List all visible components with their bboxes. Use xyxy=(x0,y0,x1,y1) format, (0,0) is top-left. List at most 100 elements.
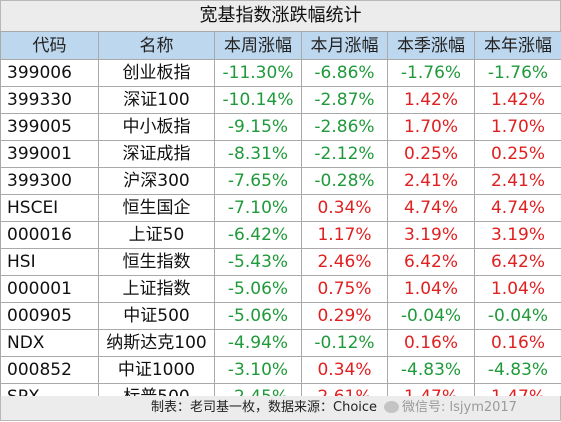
cell-week-change: -5.06% xyxy=(214,275,302,303)
cell-name: 恒生指数 xyxy=(98,248,215,276)
cell-name: 纳斯达克100 xyxy=(98,329,215,357)
cell-week-change: -5.06% xyxy=(214,302,302,330)
table-row: 399006 创业板指 -11.30% -6.86% -1.76% -1.76% xyxy=(0,59,561,87)
cell-month-change: 2.46% xyxy=(301,248,388,276)
cell-code: 000001 xyxy=(0,275,99,303)
cell-code: HSI xyxy=(0,248,99,276)
col-header-code: 代码 xyxy=(0,31,99,60)
cell-week-change: -4.94% xyxy=(214,329,302,357)
table-row: 000001 上证指数 -5.06% 0.75% 1.04% 1.04% xyxy=(0,275,561,303)
cell-name: 上证指数 xyxy=(98,275,215,303)
col-header-year: 本年涨幅 xyxy=(474,31,561,60)
cell-quarter-change: -4.83% xyxy=(387,356,475,384)
cell-name: 沪深300 xyxy=(98,167,215,195)
cell-code: 399001 xyxy=(0,140,99,168)
cell-week-change: -5.43% xyxy=(214,248,302,276)
table-row: HSI 恒生指数 -5.43% 2.46% 6.42% 6.42% xyxy=(0,248,561,276)
table-row: 000016 上证50 -6.42% 1.17% 3.19% 3.19% xyxy=(0,221,561,249)
cell-quarter-change: 1.70% xyxy=(387,113,475,141)
cell-week-change: -10.14% xyxy=(214,86,302,114)
cell-quarter-change: 3.19% xyxy=(387,221,475,249)
cell-name: 恒生国企 xyxy=(98,194,215,222)
cell-month-change: 0.34% xyxy=(301,194,388,222)
cell-month-change: 0.34% xyxy=(301,356,388,384)
cell-code: 399330 xyxy=(0,86,99,114)
table-header-row: 代码 名称 本周涨幅 本月涨幅 本季涨幅 本年涨幅 xyxy=(0,31,561,60)
cell-name: 深证成指 xyxy=(98,140,215,168)
cell-name: 中小板指 xyxy=(98,113,215,141)
cell-month-change: -2.12% xyxy=(301,140,388,168)
cell-code: 399006 xyxy=(0,59,99,87)
watermark: 微信号: lsjym2017 xyxy=(384,396,517,420)
table-row: 399300 沪深300 -7.65% -0.28% 2.41% 2.41% xyxy=(0,167,561,195)
cell-name: 中证500 xyxy=(98,302,215,330)
cell-month-change: -0.28% xyxy=(301,167,388,195)
cell-code: NDX xyxy=(0,329,99,357)
cell-week-change: -7.10% xyxy=(214,194,302,222)
cell-year-change: -1.76% xyxy=(474,59,561,87)
index-change-table: 代码 名称 本周涨幅 本月涨幅 本季涨幅 本年涨幅 399006 创业板指 -11.… xyxy=(0,31,561,411)
cell-name: 深证100 xyxy=(98,86,215,114)
cell-code: 000905 xyxy=(0,302,99,330)
cell-quarter-change: 2.41% xyxy=(387,167,475,195)
col-header-name: 名称 xyxy=(98,31,215,60)
cell-year-change: -0.04% xyxy=(474,302,561,330)
table-row: HSCEI 恒生国企 -7.10% 0.34% 4.74% 4.74% xyxy=(0,194,561,222)
cell-quarter-change: 4.74% xyxy=(387,194,475,222)
cell-quarter-change: 0.16% xyxy=(387,329,475,357)
watermark-text: 微信号: lsjym2017 xyxy=(402,400,517,415)
cell-quarter-change: 1.04% xyxy=(387,275,475,303)
cell-week-change: -11.30% xyxy=(214,59,302,87)
wechat-icon xyxy=(384,400,399,413)
cell-year-change: 1.70% xyxy=(474,113,561,141)
cell-week-change: -9.15% xyxy=(214,113,302,141)
cell-week-change: -3.10% xyxy=(214,356,302,384)
table-body: 399006 创业板指 -11.30% -6.86% -1.76% -1.76% 39933… xyxy=(0,59,561,411)
cell-year-change: 3.19% xyxy=(474,221,561,249)
cell-year-change: 4.74% xyxy=(474,194,561,222)
table-row: 000852 中证1000 -3.10% 0.34% -4.83% -4.83% xyxy=(0,356,561,384)
cell-code: 399005 xyxy=(0,113,99,141)
cell-month-change: 0.75% xyxy=(301,275,388,303)
table-row: 399330 深证100 -10.14% -2.87% 1.42% 1.42% xyxy=(0,86,561,114)
cell-name: 中证1000 xyxy=(98,356,215,384)
cell-month-change: -2.87% xyxy=(301,86,388,114)
table-row: NDX 纳斯达克100 -4.94% -0.12% 0.16% 0.16% xyxy=(0,329,561,357)
cell-code: 000016 xyxy=(0,221,99,249)
cell-quarter-change: 0.25% xyxy=(387,140,475,168)
cell-year-change: 6.42% xyxy=(474,248,561,276)
table-row: 000905 中证500 -5.06% 0.29% -0.04% -0.04% xyxy=(0,302,561,330)
cell-quarter-change: 1.42% xyxy=(387,86,475,114)
col-header-quarter: 本季涨幅 xyxy=(387,31,475,60)
col-header-week: 本周涨幅 xyxy=(214,31,302,60)
table-row: 399005 中小板指 -9.15% -2.86% 1.70% 1.70% xyxy=(0,113,561,141)
cell-quarter-change: 6.42% xyxy=(387,248,475,276)
table-row: 399001 深证成指 -8.31% -2.12% 0.25% 0.25% xyxy=(0,140,561,168)
table-title: 宽基指数涨跌幅统计 xyxy=(0,0,561,31)
cell-year-change: -4.83% xyxy=(474,356,561,384)
cell-code: 399300 xyxy=(0,167,99,195)
cell-month-change: -0.12% xyxy=(301,329,388,357)
cell-code: HSCEI xyxy=(0,194,99,222)
cell-week-change: -7.65% xyxy=(214,167,302,195)
cell-name: 上证50 xyxy=(98,221,215,249)
cell-month-change: 1.17% xyxy=(301,221,388,249)
cell-year-change: 0.25% xyxy=(474,140,561,168)
cell-week-change: -8.31% xyxy=(214,140,302,168)
table-footer: 制表：老司基一枚，数据来源：Choice 微信号: lsjym2017 xyxy=(0,396,561,421)
cell-name: 创业板指 xyxy=(98,59,215,87)
cell-year-change: 1.04% xyxy=(474,275,561,303)
col-header-month: 本月涨幅 xyxy=(301,31,388,60)
cell-year-change: 1.42% xyxy=(474,86,561,114)
cell-year-change: 0.16% xyxy=(474,329,561,357)
cell-month-change: -2.86% xyxy=(301,113,388,141)
cell-month-change: -6.86% xyxy=(301,59,388,87)
cell-code: 000852 xyxy=(0,356,99,384)
cell-month-change: 0.29% xyxy=(301,302,388,330)
cell-quarter-change: -0.04% xyxy=(387,302,475,330)
cell-week-change: -6.42% xyxy=(214,221,302,249)
footer-source: 制表：老司基一枚，数据来源：Choice xyxy=(151,400,378,415)
cell-year-change: 2.41% xyxy=(474,167,561,195)
cell-quarter-change: -1.76% xyxy=(387,59,475,87)
